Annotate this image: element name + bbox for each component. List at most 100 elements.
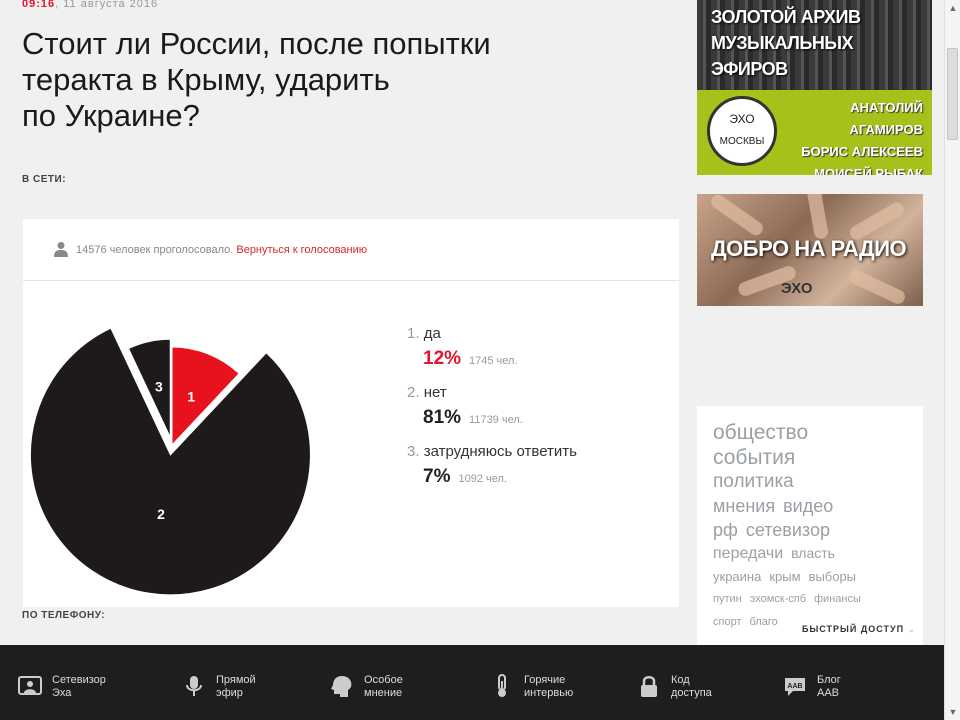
mixer-image: [697, 0, 932, 90]
tag-line: передачи власть: [713, 542, 907, 565]
tag-link[interactable]: спорт: [713, 616, 742, 628]
tag-link[interactable]: эхомск-спб: [749, 593, 806, 605]
banner-name: МОИСЕЙ РЫБАК: [814, 166, 923, 175]
tag-link[interactable]: общество: [713, 421, 809, 444]
blog-icon: AAB: [785, 678, 805, 696]
footer-item-blog[interactable]: AAB Блог ААВ: [783, 674, 841, 700]
option-count: 11739 чел.: [469, 414, 523, 426]
quick-access-label: БЫСТРЫЙ ДОСТУП: [802, 624, 905, 634]
tag-link[interactable]: путин: [713, 593, 742, 605]
footer-item-opinion[interactable]: Особое мнение: [330, 674, 403, 700]
voters-text: 14576 человек проголосовало.: [76, 244, 234, 256]
poll-results-card: 14576 человек проголосовало. Вернуться к…: [23, 219, 679, 607]
footer-label: ААВ: [817, 687, 840, 699]
archive-line: ЗОЛОТОЙ АРХИВ: [711, 7, 861, 27]
footer-label: Блог: [817, 674, 841, 686]
section-phone-label: ПО ТЕЛЕФОНУ:: [22, 610, 106, 621]
tag-line: политика: [713, 470, 907, 494]
head-icon: [331, 676, 352, 697]
tag-line: украина крым выборы: [713, 565, 907, 588]
tv-icon: [18, 676, 42, 695]
quick-access-button[interactable]: БЫСТРЫЙ ДОСТУП ⌄: [794, 618, 922, 640]
charity-logo: ЭХО: [781, 280, 813, 297]
thermometer-icon: [498, 674, 506, 697]
tag-link[interactable]: финансы: [814, 593, 861, 605]
scroll-down-icon[interactable]: ▼: [948, 707, 958, 717]
scrollbar[interactable]: ▲ ▼: [944, 0, 960, 720]
svg-text:AAB: AAB: [787, 683, 802, 690]
tag-link[interactable]: крым: [769, 569, 801, 584]
article-date: , 11 августа 2016: [55, 0, 159, 10]
tag-line: путин эхомск-спб финансы: [713, 588, 907, 611]
option-count: 1745 чел.: [469, 355, 518, 367]
tag-link[interactable]: рф: [713, 520, 738, 540]
tag-link[interactable]: украина: [713, 569, 762, 584]
banner-name: АНАТОЛИЙ АГАМИРОВ: [849, 100, 924, 137]
tag-link[interactable]: события: [713, 446, 796, 469]
footer-label: мнение: [364, 687, 403, 699]
section-online-label: В СЕТИ:: [22, 174, 67, 185]
tag-link[interactable]: выборы: [808, 569, 857, 584]
pie-slice-label: 1: [187, 389, 195, 405]
tag-link[interactable]: благо: [749, 616, 778, 628]
title-line: по Украине?: [22, 98, 200, 133]
poll-option: 1. да 12% 1745 чел.: [407, 325, 577, 370]
tag-link[interactable]: видео: [783, 496, 834, 516]
footer-item-access-code[interactable]: Код доступа: [637, 674, 712, 700]
option-number: 3.: [407, 443, 420, 460]
footer-label: доступа: [671, 687, 712, 699]
logo-bottom-text: МОСКВЫ: [719, 136, 765, 147]
banner-names: АНАТОЛИЙ АГАМИРОВ БОРИС АЛЕКСЕЕВ МОИСЕЙ …: [783, 97, 923, 175]
tag-link[interactable]: мнения: [713, 496, 776, 516]
option-label: нет: [423, 384, 447, 401]
microphone-icon: [186, 676, 202, 696]
footer-label: Код: [671, 674, 690, 686]
back-to-vote-link[interactable]: Вернуться к голосованию: [236, 244, 368, 256]
footer-label: эфир: [216, 687, 243, 699]
tag-link[interactable]: сетевизор: [745, 520, 830, 540]
poll-header: 14576 человек проголосовало. Вернуться к…: [23, 219, 679, 281]
pie-chart: 1 2 3: [29, 327, 311, 596]
footer-bar: Сетевизор Эха Прямой эфир Особое мнение Гор…: [0, 645, 944, 720]
tag-line: спорт благо: [713, 611, 907, 634]
option-number: 2.: [407, 384, 420, 401]
option-percent: 12%: [423, 348, 462, 369]
hand-shape: [804, 194, 830, 240]
footer-label: Особое: [364, 674, 403, 686]
footer-item-live[interactable]: Прямой эфир: [182, 674, 256, 700]
logo-top-text: ЭХО: [729, 112, 755, 126]
scroll-up-icon[interactable]: ▲: [948, 3, 958, 13]
article-meta: 09:16, 11 августа 2016: [22, 0, 158, 10]
poll-option: 3. затрудняюсь ответить 7% 1092 чел.: [407, 443, 577, 488]
page-title: Стоит ли России, после попытки теракта в…: [22, 26, 622, 134]
option-label: да: [423, 325, 441, 342]
tag-link[interactable]: власть: [791, 545, 835, 561]
hand-shape: [708, 194, 766, 238]
option-percent: 7%: [423, 466, 451, 487]
tag-line: мнения видео: [713, 494, 907, 518]
tag-link[interactable]: политика: [713, 471, 794, 492]
option-percent: 81%: [423, 407, 462, 428]
title-line: теракта в Крыму, ударить: [22, 62, 390, 97]
charity-title: ДОБРО НА РАДИО: [711, 236, 907, 261]
footer-item-setevizor[interactable]: Сетевизор Эха: [18, 674, 106, 700]
charity-banner[interactable]: ДОБРО НА РАДИО ЭХО: [697, 194, 923, 306]
music-archive-banner[interactable]: ЗОЛОТОЙ АРХИВ МУЗЫКАЛЬНЫХ ЭФИРОВ ЭХО МОС…: [697, 0, 932, 175]
tag-line: общество: [713, 420, 907, 445]
article-time: 09:16: [22, 0, 56, 10]
option-number: 1.: [407, 325, 420, 342]
footer-label: Прямой: [216, 674, 256, 686]
option-count: 1092 чел.: [458, 473, 507, 485]
poll-results-list: 1. да 12% 1745 чел. 2. нет 81% 11739 чел. …: [407, 325, 577, 502]
pie-slice-1: [171, 346, 240, 447]
tag-link[interactable]: передачи: [713, 545, 784, 562]
option-label: затрудняюсь ответить: [423, 443, 577, 460]
voters-count: 14576 человек проголосовало. Вернуться к…: [76, 244, 367, 256]
footer-item-interview[interactable]: Горячие интервью: [490, 674, 573, 700]
echo-logo: [707, 96, 777, 166]
footer-label: Эха: [52, 687, 72, 699]
tag-line: события: [713, 445, 907, 470]
hand-shape: [846, 267, 908, 306]
user-icon: [54, 242, 68, 257]
scrollbar-thumb[interactable]: [947, 48, 958, 140]
